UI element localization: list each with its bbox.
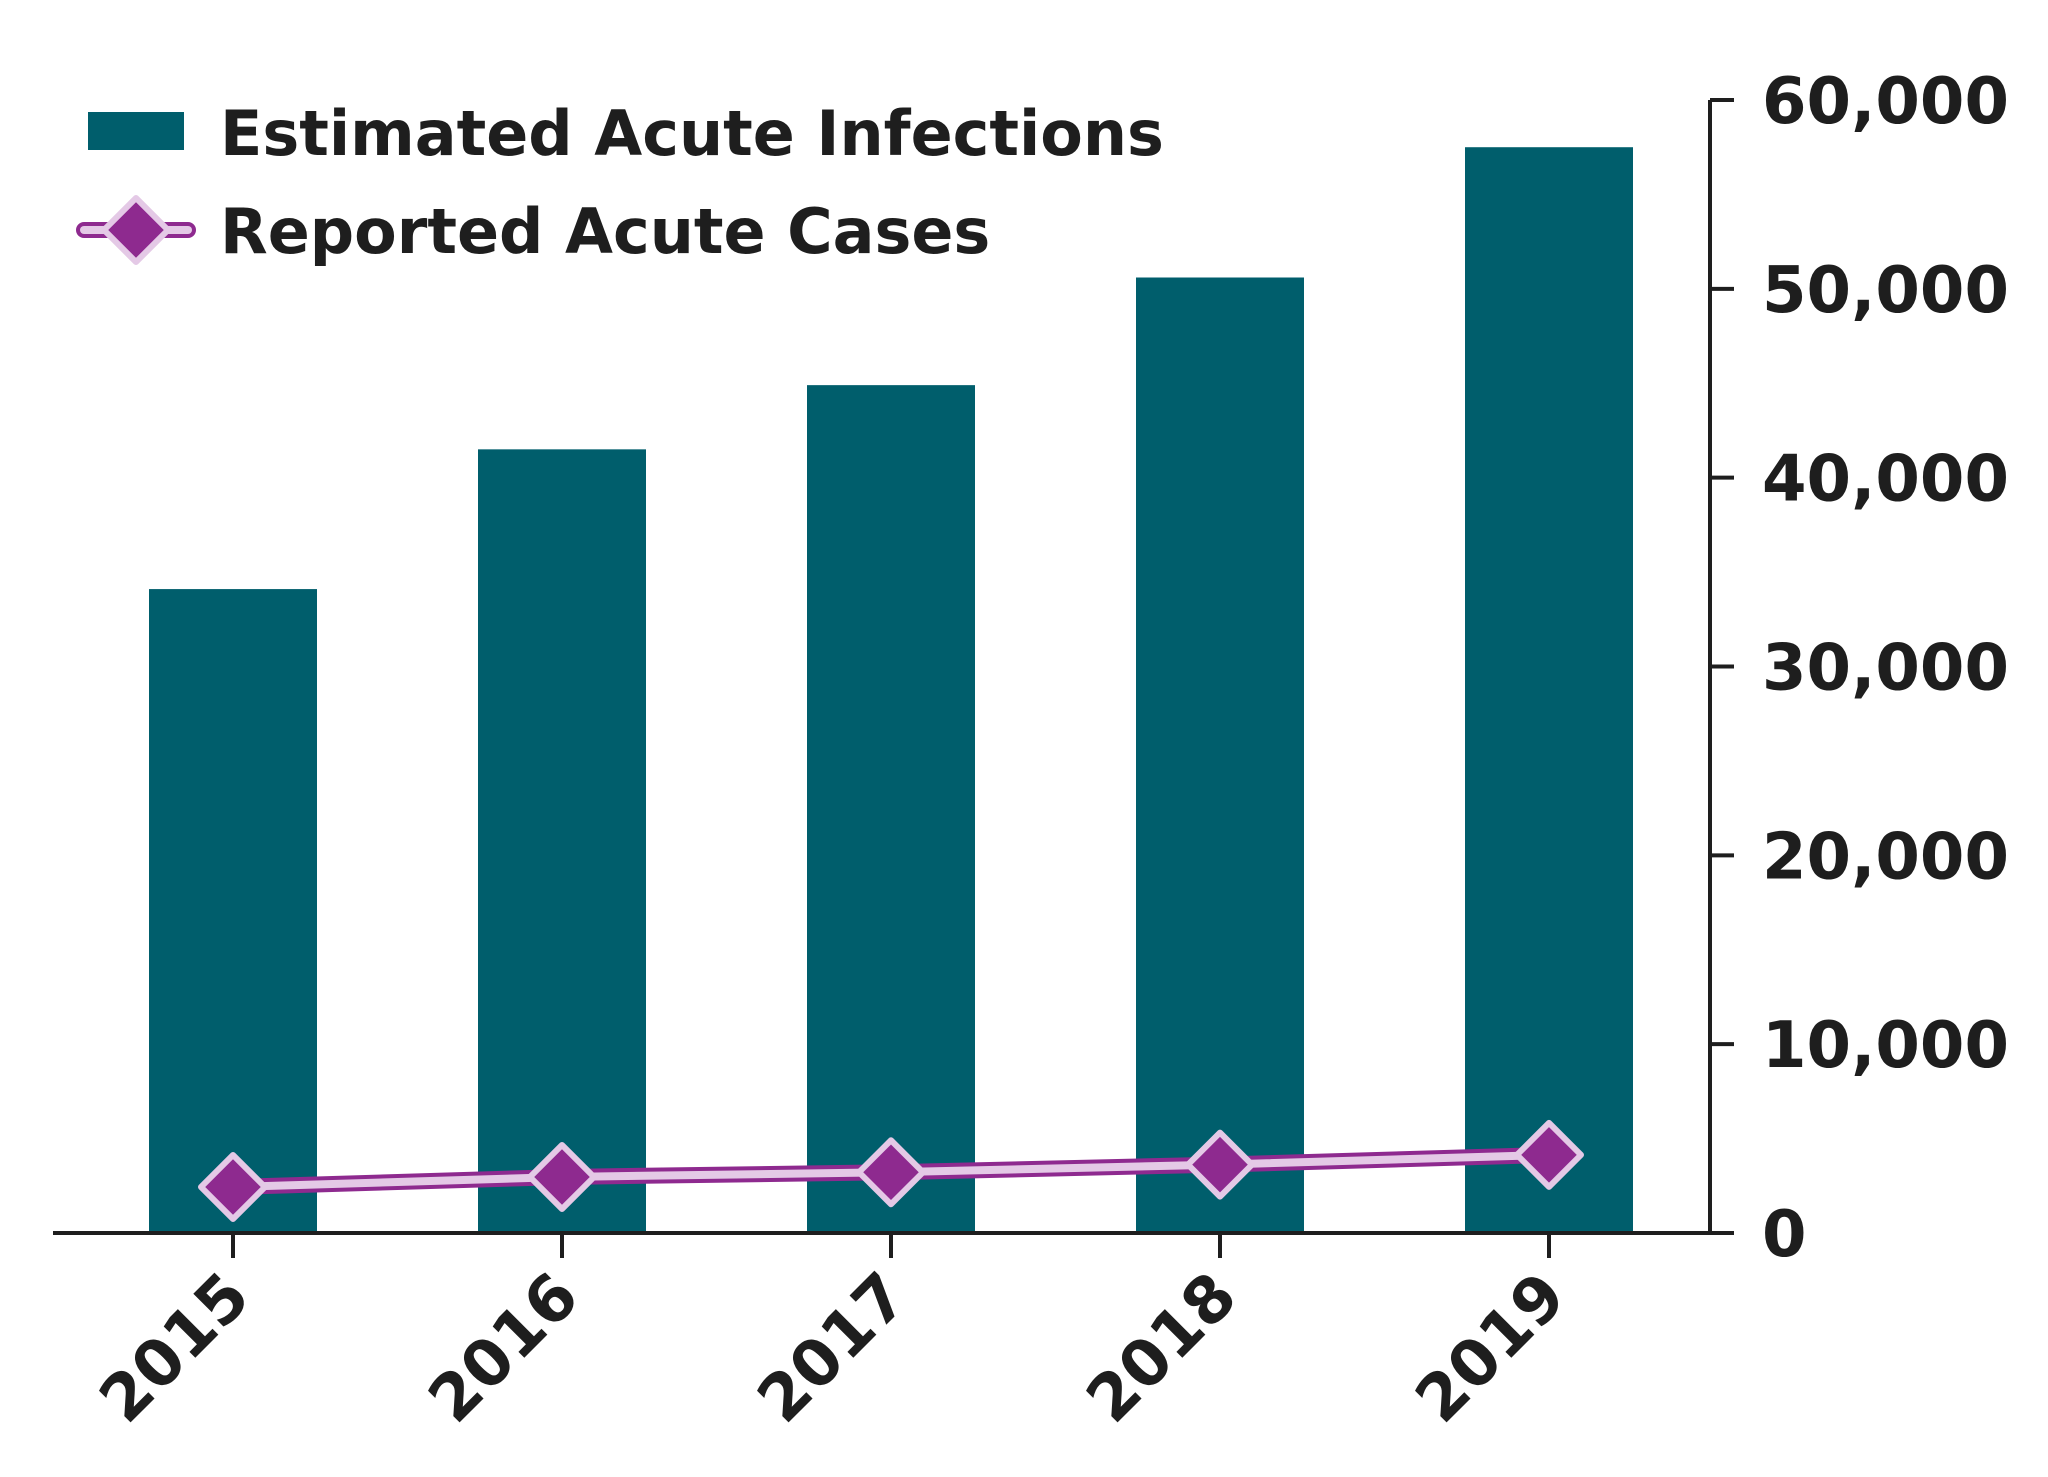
y-axis-ticks: 0 10,000 20,000 30,000 40,000 50,000 60,000 bbox=[1710, 65, 2009, 1272]
legend-swatch-line bbox=[76, 195, 196, 265]
bar-2017 bbox=[807, 385, 975, 1234]
legend-label-bar: Estimated Acute Infections bbox=[220, 97, 1164, 170]
x-axis-ticks: 2015 2016 2017 2018 2019 bbox=[86, 1233, 1580, 1437]
x-tick-label-2016: 2016 bbox=[415, 1259, 593, 1437]
x-tick-label-2018: 2018 bbox=[1073, 1259, 1251, 1437]
point-2019 bbox=[1514, 1119, 1584, 1190]
y-tick-label: 0 bbox=[1762, 1198, 1807, 1272]
axes: 0 10,000 20,000 30,000 40,000 50,000 60,000 20… bbox=[53, 65, 2009, 1437]
point-2018 bbox=[1185, 1129, 1255, 1200]
line-series bbox=[198, 1119, 1584, 1222]
y-tick-label: 40,000 bbox=[1762, 443, 2009, 517]
y-tick-label: 30,000 bbox=[1762, 632, 2009, 706]
bar-series bbox=[149, 147, 1633, 1234]
point-2016 bbox=[527, 1141, 597, 1212]
bar-2016 bbox=[478, 449, 646, 1233]
x-tick-label-2015: 2015 bbox=[86, 1259, 264, 1437]
y-tick-label: 10,000 bbox=[1762, 1009, 2009, 1083]
legend-swatch-bar bbox=[88, 112, 184, 150]
bar-2018 bbox=[1136, 277, 1304, 1234]
y-tick-label: 60,000 bbox=[1762, 65, 2009, 139]
legend-label-line: Reported Acute Cases bbox=[220, 195, 990, 268]
y-tick-label: 50,000 bbox=[1762, 254, 2009, 328]
legend: Estimated Acute Infections Reported Acut… bbox=[76, 97, 1164, 268]
bar-2019 bbox=[1465, 147, 1633, 1233]
y-tick-label: 20,000 bbox=[1762, 820, 2009, 894]
x-tick-label-2017: 2017 bbox=[744, 1259, 922, 1437]
point-2017 bbox=[856, 1137, 926, 1208]
point-2015 bbox=[198, 1152, 268, 1222]
x-tick-label-2019: 2019 bbox=[1402, 1259, 1580, 1437]
bar-2015 bbox=[149, 589, 317, 1233]
